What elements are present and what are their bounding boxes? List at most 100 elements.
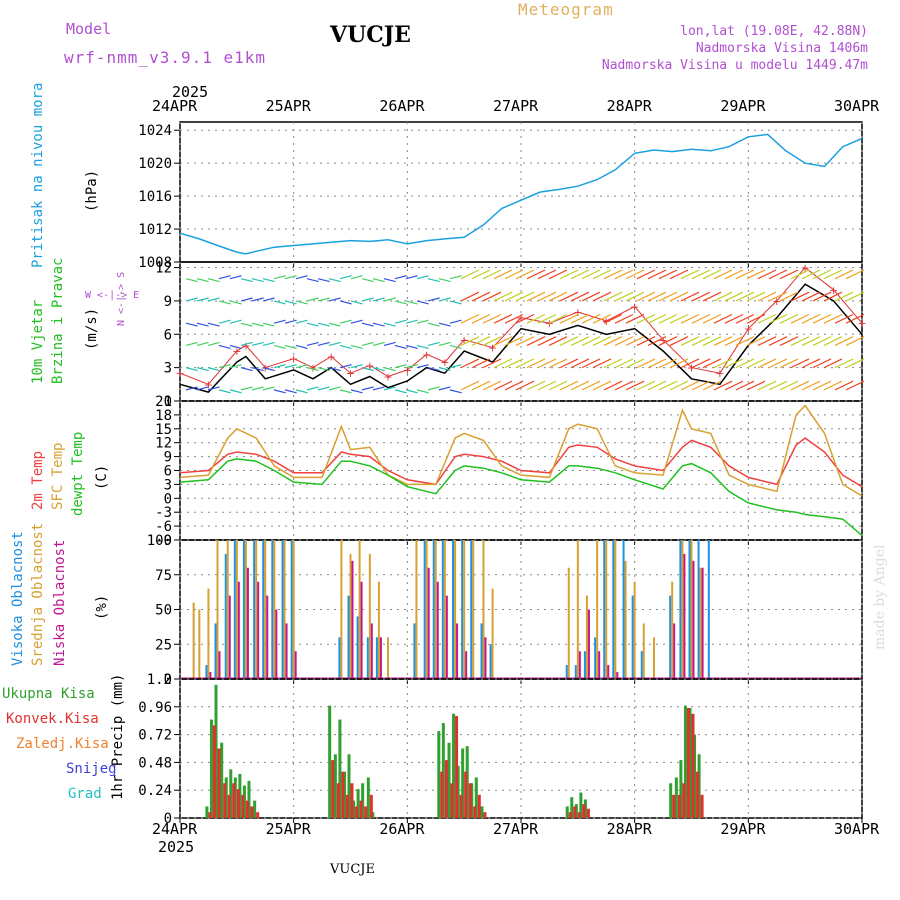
wind-barb xyxy=(449,364,462,369)
wind-barb xyxy=(548,336,568,346)
wind-barb xyxy=(592,380,612,391)
wind-barb xyxy=(427,341,440,346)
temp-ylabel-dewpt: dewpt Temp xyxy=(70,431,86,516)
wind-barb xyxy=(680,269,700,280)
precip-bar-0 xyxy=(371,812,375,818)
wind-barb xyxy=(713,358,733,369)
wind-barb xyxy=(471,336,491,346)
wind-barb xyxy=(185,278,198,283)
precip-bar-1 xyxy=(341,771,345,818)
wind-barb xyxy=(471,358,491,369)
precip-bar-0 xyxy=(338,719,342,818)
precip-bar-0 xyxy=(697,754,701,818)
wind-barb xyxy=(504,380,524,391)
wind-barb xyxy=(779,380,799,391)
wind-barb xyxy=(581,380,601,391)
wind-barb xyxy=(592,269,612,280)
wind-barb xyxy=(713,291,733,302)
precip-bar-1 xyxy=(232,783,236,818)
wind-barb xyxy=(207,367,220,372)
wind-barb xyxy=(702,336,722,346)
wind-barb xyxy=(691,269,711,280)
ytick-label-temperature: 3 xyxy=(164,477,172,493)
wind-barb xyxy=(790,358,810,369)
precip-bar-0 xyxy=(574,804,578,818)
wind-barb xyxy=(504,313,524,324)
wind-barb xyxy=(317,278,330,283)
precip-bar-0 xyxy=(361,783,365,818)
wind-barb xyxy=(317,297,330,302)
wind-barb xyxy=(757,358,777,369)
gust-marker: + xyxy=(658,334,667,347)
wind-barb xyxy=(779,358,799,369)
wind-barb xyxy=(801,313,821,324)
precip-bar-1 xyxy=(483,812,487,818)
wind-barb xyxy=(251,278,264,283)
wind-barb xyxy=(735,358,755,369)
precip-bar-1 xyxy=(245,800,249,818)
wind-barb xyxy=(361,278,374,283)
wind-barb xyxy=(845,291,865,302)
wind-barb xyxy=(779,291,799,302)
wind-barb xyxy=(691,313,711,324)
wind-barb xyxy=(845,313,865,324)
wind-barb xyxy=(295,275,308,280)
wind-barb xyxy=(647,291,667,302)
wind-barb xyxy=(812,313,832,324)
precip-bar-0 xyxy=(220,742,224,818)
precip-bar-1 xyxy=(450,783,454,818)
date-tick-label: 24APR xyxy=(152,97,198,115)
precip-bar-1 xyxy=(459,794,463,818)
precip-bar-0 xyxy=(347,754,351,818)
wind-barb xyxy=(405,275,418,280)
wind-barb xyxy=(636,313,656,324)
gust-marker: + xyxy=(440,356,449,369)
gust-marker: + xyxy=(204,378,213,391)
precip-bar-0 xyxy=(461,748,465,818)
wind-barb xyxy=(658,291,678,302)
wind-barb xyxy=(537,313,557,324)
wind-barb xyxy=(746,380,766,391)
wind-barb xyxy=(251,297,264,302)
wind-barb xyxy=(581,336,601,346)
wind-barb xyxy=(812,358,832,369)
precip-bar-0 xyxy=(356,789,360,818)
wind-barb xyxy=(559,380,579,391)
wind-barb xyxy=(273,344,286,349)
gust-marker: + xyxy=(241,339,250,352)
wind-barb xyxy=(350,364,363,369)
wind-barb xyxy=(647,313,667,324)
precip-bar-0 xyxy=(253,800,257,818)
wind-barb xyxy=(526,336,546,346)
wind-barb xyxy=(724,269,744,280)
precip-bar-0 xyxy=(693,734,697,818)
ytick-label-wind: 6 xyxy=(164,327,172,343)
wind-barb xyxy=(438,297,451,302)
wind-barb xyxy=(449,344,462,349)
wind-barb xyxy=(317,341,330,346)
wind-barb xyxy=(526,358,546,369)
wind-barb xyxy=(669,269,689,280)
precip-bar-0 xyxy=(233,777,237,818)
wind-barb xyxy=(823,291,843,302)
wind-barb xyxy=(196,367,209,372)
wind-barb xyxy=(449,389,462,394)
wind-barb xyxy=(526,380,546,391)
wind-barb xyxy=(658,380,678,391)
wind-barb xyxy=(691,291,711,302)
wind-barb xyxy=(383,322,396,327)
gust-marker: + xyxy=(403,364,412,377)
wind-barb xyxy=(581,291,601,302)
wind-barb xyxy=(592,291,612,302)
wind-barb xyxy=(493,291,513,302)
wind-barb xyxy=(724,291,744,302)
precip-bar-1 xyxy=(364,806,368,818)
gust-marker: + xyxy=(232,345,241,358)
date-tick-label: 26APR xyxy=(379,820,425,838)
wind-barb xyxy=(801,358,821,369)
wind-barb xyxy=(768,313,788,324)
ytick-label-wind: 12 xyxy=(155,261,172,277)
wind-barb xyxy=(757,313,777,324)
wind-barb xyxy=(185,322,198,327)
precip-bar-0 xyxy=(579,792,583,818)
